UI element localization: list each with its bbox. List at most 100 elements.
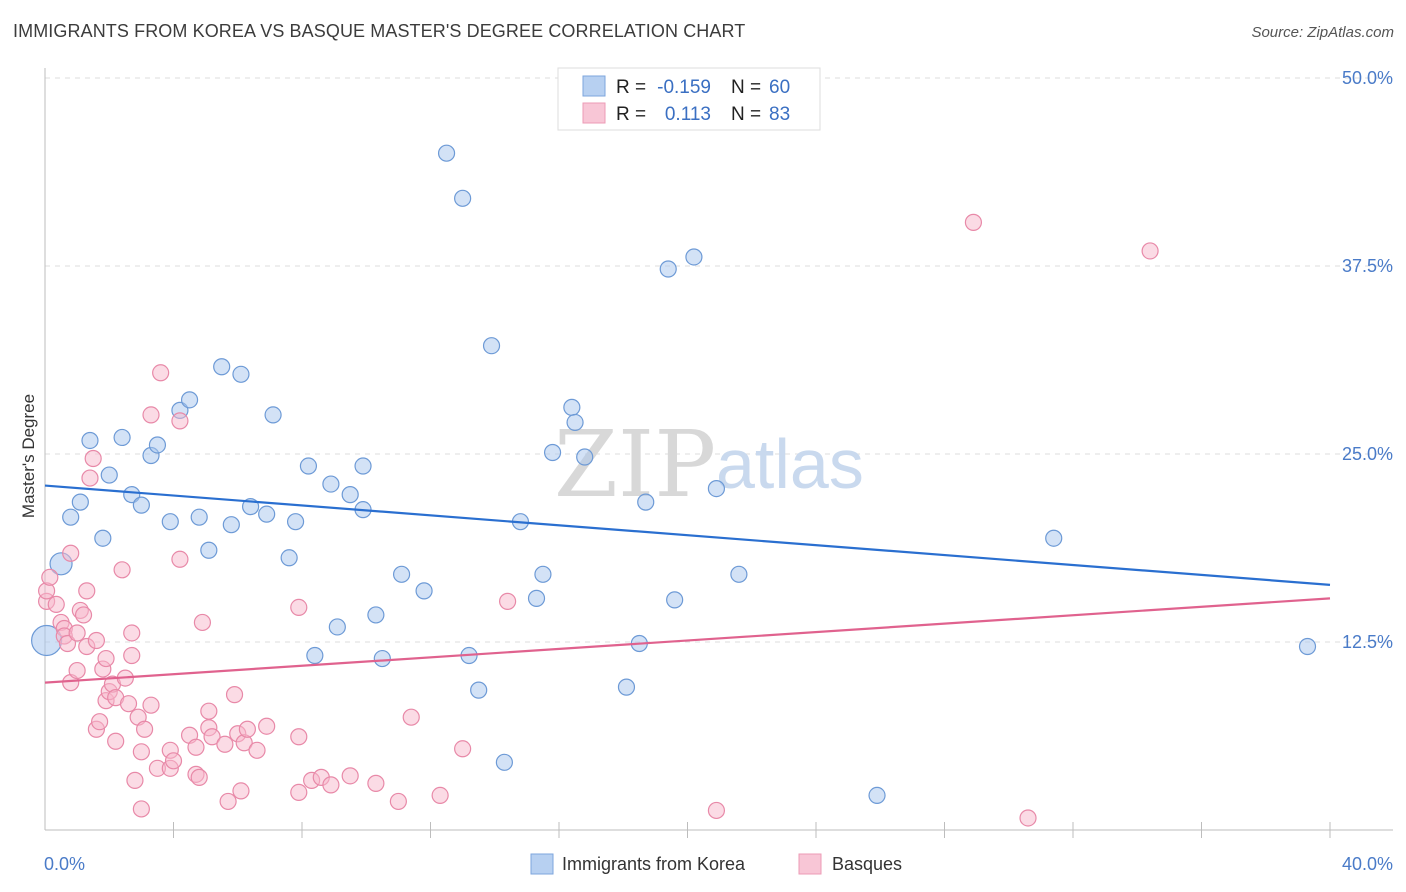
- basques-point: [232, 782, 250, 800]
- legend-item-basques[interactable]: Basques: [798, 853, 902, 875]
- basques-point: [171, 550, 189, 568]
- basques-point: [84, 449, 102, 468]
- y-tick-label: 37.5%: [1342, 256, 1393, 276]
- korea-point: [341, 486, 359, 504]
- stats-swatch-korea: [582, 75, 606, 97]
- korea-point: [132, 496, 150, 514]
- korea-point: [81, 431, 99, 450]
- basques-point: [68, 661, 86, 680]
- basques-point: [74, 606, 93, 624]
- korea-point: [113, 428, 131, 447]
- korea-point: [322, 475, 340, 493]
- korea-point: [123, 486, 141, 504]
- basques-point: [1019, 809, 1037, 827]
- korea-point: [685, 248, 703, 266]
- basques-point: [164, 752, 183, 770]
- stats-n-label-basques: N =: [731, 104, 761, 125]
- basques-point: [81, 469, 99, 487]
- basques-point: [225, 686, 244, 704]
- basques-point: [142, 696, 160, 714]
- legend-swatch-korea: [530, 853, 554, 875]
- korea-point: [258, 505, 276, 523]
- basques-point: [454, 740, 472, 758]
- y-axis-title: Master's Degree: [19, 394, 38, 518]
- basques-point: [142, 406, 160, 424]
- stats-r-label-korea: R =: [616, 77, 646, 98]
- korea-point: [576, 448, 594, 466]
- basques-point: [216, 735, 234, 753]
- basques-point: [258, 717, 276, 735]
- basques-point: [123, 646, 141, 665]
- basques-point: [78, 582, 96, 600]
- basques-point: [87, 631, 106, 650]
- korea-point: [707, 479, 726, 498]
- korea-point: [232, 365, 250, 383]
- legend-label-basques: Basques: [832, 854, 902, 874]
- y-tick-label: 12.5%: [1342, 632, 1393, 652]
- korea-point: [213, 358, 231, 376]
- stats-box: R = -0.159 N = 60 R = 0.113 N = 83: [557, 67, 821, 131]
- x-tick-label-max: 40.0%: [1342, 854, 1393, 874]
- basques-point: [431, 786, 449, 805]
- basques-point: [499, 592, 517, 610]
- basques-point: [367, 774, 385, 792]
- korea-point: [190, 508, 208, 526]
- korea-point: [94, 529, 112, 547]
- stats-n-label-korea: N =: [731, 77, 761, 98]
- basques-point: [322, 776, 340, 794]
- basques-point: [113, 561, 131, 579]
- basques-point: [126, 771, 144, 789]
- korea-point: [392, 565, 411, 583]
- korea-point: [534, 565, 552, 583]
- legend: Immigrants from Korea Basques: [530, 853, 902, 875]
- korea-point: [100, 466, 118, 484]
- korea-point: [437, 144, 456, 162]
- basques-point: [238, 720, 256, 738]
- korea-point: [454, 189, 472, 207]
- korea-point: [495, 753, 513, 771]
- chart-source: Source: ZipAtlas.com: [1251, 24, 1394, 41]
- basques-point: [200, 702, 218, 720]
- basques-trend-line: [44, 597, 1331, 684]
- basques-point: [171, 412, 189, 430]
- x-tick-label-min: 0.0%: [44, 854, 85, 874]
- basques-point: [107, 732, 125, 750]
- basques-point: [341, 767, 359, 785]
- korea-point: [617, 678, 636, 696]
- korea-point: [286, 513, 305, 531]
- basques-point: [190, 768, 208, 786]
- legend-swatch-basques: [798, 853, 822, 875]
- basques-point: [91, 713, 109, 731]
- basques-point: [123, 624, 141, 642]
- stats-r-label-basques: R =: [616, 104, 646, 125]
- korea-point: [563, 398, 581, 416]
- basques-point: [41, 568, 59, 586]
- korea-point: [1298, 637, 1317, 656]
- korea-point: [637, 493, 655, 511]
- stats-n-value-korea: 60: [769, 77, 790, 98]
- basques-point: [193, 613, 212, 632]
- basques-point: [47, 595, 65, 614]
- korea-point: [415, 582, 433, 600]
- basques-point: [1141, 242, 1159, 260]
- stats-swatch-basques: [582, 102, 606, 124]
- basques-point: [389, 792, 407, 811]
- korea-point: [730, 565, 748, 583]
- grid-lines: [45, 77, 1393, 643]
- korea-point: [328, 618, 346, 636]
- basques-point: [187, 738, 205, 756]
- stats-n-value-basques: 83: [769, 104, 790, 125]
- korea-point: [868, 786, 886, 805]
- legend-item-korea[interactable]: Immigrants from Korea: [530, 853, 746, 875]
- basques-point: [290, 783, 308, 802]
- korea-point: [200, 541, 218, 559]
- korea-point: [62, 508, 80, 526]
- korea-point: [71, 493, 89, 511]
- korea-point: [354, 457, 372, 475]
- watermark-atlas: atlas: [716, 425, 864, 503]
- stats-r-value-korea: -0.159: [657, 77, 711, 98]
- basques-point: [707, 801, 726, 820]
- korea-point: [659, 260, 677, 278]
- basques-point: [135, 720, 154, 738]
- basques-point: [964, 213, 983, 231]
